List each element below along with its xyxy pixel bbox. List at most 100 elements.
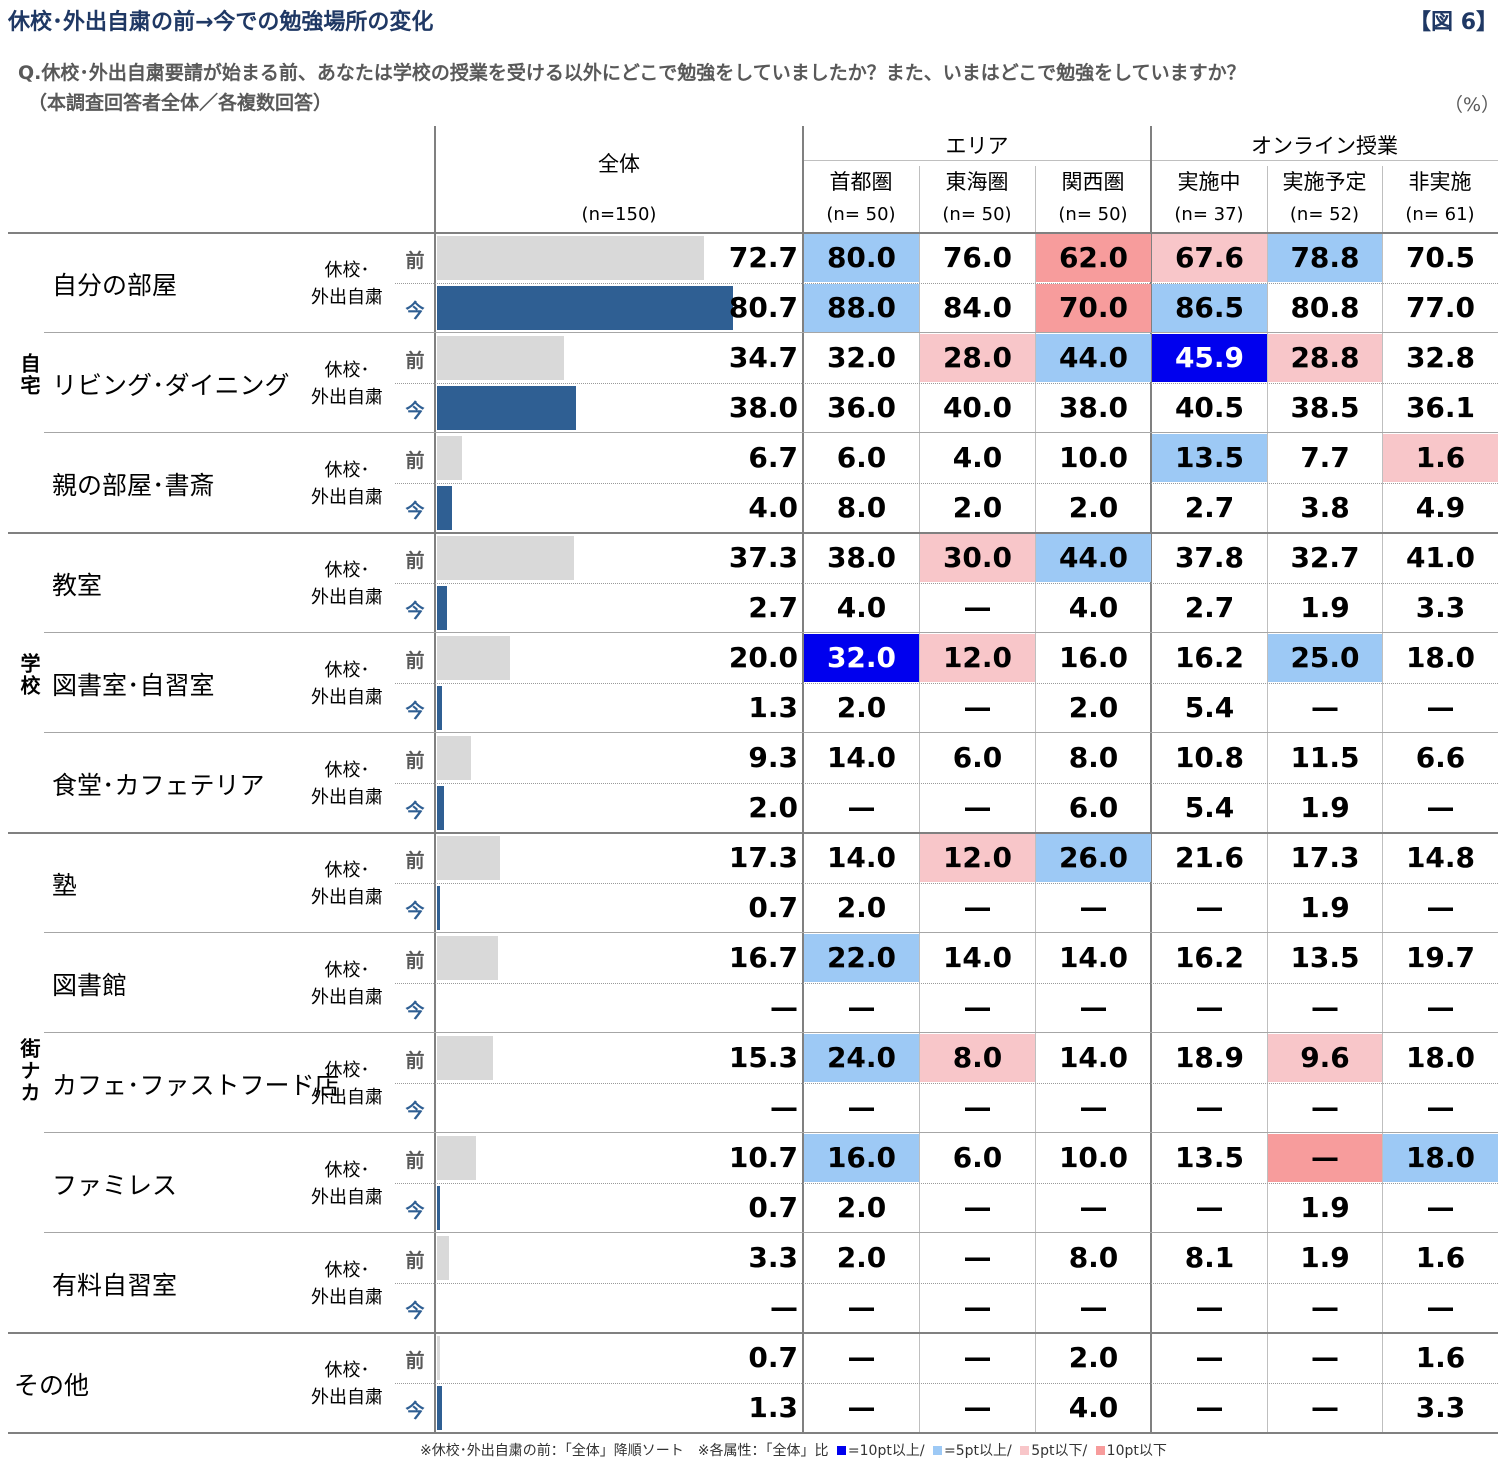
cell-value: 14.0	[826, 741, 897, 774]
bar-before	[437, 1236, 450, 1280]
before-mark: 前	[405, 1250, 425, 1272]
legend-plus5: =5pt以上/	[944, 1443, 1012, 1459]
total-value: 9.3	[748, 741, 798, 774]
cell-value: 11.5	[1290, 741, 1360, 774]
bar-before	[437, 836, 501, 880]
cell-value: 32.7	[1290, 541, 1360, 574]
group-label: 街ナカ	[17, 1038, 41, 1104]
chart-title: 休校･外出自粛の前→今での勉強場所の変化	[8, 10, 434, 35]
item-label: 図書館	[52, 971, 128, 1000]
cell-value: —	[1195, 1191, 1224, 1224]
figure-label: 【図 6】	[1409, 10, 1498, 35]
cell-value: 16.0	[804, 1134, 919, 1182]
bar-now	[437, 686, 442, 730]
now-mark: 今	[405, 1000, 425, 1022]
total-value: 1.3	[748, 1391, 798, 1424]
total-value: 38.0	[728, 391, 798, 424]
total-value: 0.7	[748, 1341, 798, 1374]
cell-value: —	[963, 891, 992, 924]
header-total-n: (n=150)	[581, 204, 657, 225]
cell-value: —	[847, 1391, 876, 1424]
row-rule	[44, 632, 1498, 633]
legend-plus10-swatch	[836, 1446, 846, 1455]
row-label: 休校･ 外出自粛	[311, 360, 383, 408]
item-label: 有料自習室	[52, 1271, 178, 1300]
cell-value: 5.4	[1184, 691, 1235, 724]
cell-value: 77.0	[1405, 291, 1476, 324]
row-label: 休校･ 外出自粛	[311, 660, 383, 708]
now-mark: 今	[405, 1100, 425, 1122]
cell-value: 1.9	[1300, 791, 1350, 824]
cell-value: 21.6	[1174, 841, 1245, 874]
cell-value: 1.6	[1415, 1341, 1466, 1374]
cell-value: —	[1426, 1091, 1455, 1124]
cell-value: —	[1311, 1091, 1339, 1124]
cell-value: —	[1079, 891, 1108, 924]
row-label: 休校･ 外出自粛	[311, 460, 383, 508]
cell-value: 14.8	[1405, 841, 1476, 874]
cell-value: 32.0	[826, 341, 897, 374]
cell-value: 1.9	[1300, 1241, 1350, 1274]
before-mark: 前	[405, 1350, 425, 1372]
total-value: 37.3	[728, 541, 798, 574]
now-mark: 今	[405, 300, 425, 322]
cell-value: 16.0	[1058, 641, 1129, 674]
cell-value: 26.0	[1036, 834, 1151, 882]
divider-column	[1382, 166, 1383, 1433]
cell-value: 70.5	[1405, 241, 1476, 274]
row-rule	[44, 932, 1498, 933]
header-total: 全体	[598, 152, 640, 176]
cell-value: —	[1079, 1191, 1108, 1224]
row-rule	[44, 1232, 1498, 1233]
cell-value: —	[1426, 891, 1455, 924]
cell-value: 6.0	[952, 1141, 1003, 1174]
cell-value: 16.2	[1174, 641, 1245, 674]
cell-value: 2.7	[1184, 491, 1235, 524]
now-mark: 今	[405, 700, 425, 722]
group-rule	[8, 532, 1498, 534]
cell-value: 13.5	[1290, 941, 1360, 974]
divider-online	[1150, 126, 1152, 1433]
cell-value: 4.9	[1415, 491, 1466, 524]
row-rule	[44, 1032, 1498, 1033]
footnote: ※休校･外出自粛の前：「全体」降順ソート ※各属性：「全体」比 =10pt以上/…	[420, 1440, 1167, 1460]
divider-total	[434, 126, 436, 1433]
legend-minus10: 10pt以下	[1106, 1443, 1167, 1459]
cell-value: 32.8	[1405, 341, 1476, 374]
cell-value: 13.5	[1152, 434, 1267, 482]
before-mark: 前	[405, 1050, 425, 1072]
column-header-n: (n= 52)	[1289, 204, 1360, 225]
cell-value: 4.0	[952, 441, 1003, 474]
column-header-label: 非実施	[1408, 170, 1472, 194]
cell-value: —	[847, 1091, 876, 1124]
bar-now	[437, 486, 452, 530]
cell-value: 8.0	[836, 491, 887, 524]
row-label: 休校･ 外出自粛	[311, 260, 383, 308]
column-header-n: (n= 50)	[942, 204, 1012, 225]
column-header-label: 関西圏	[1061, 170, 1125, 194]
cell-value: —	[1079, 1291, 1108, 1324]
row-label: 休校･ 外出自粛	[311, 1160, 383, 1208]
cell-value: 80.0	[804, 234, 919, 282]
before-mark: 前	[405, 450, 425, 472]
cell-value: 70.0	[1036, 284, 1151, 332]
group-rule	[8, 832, 1498, 834]
cell-value: 18.0	[1383, 1134, 1498, 1182]
row-label: 休校･ 外出自粛	[311, 760, 383, 808]
cell-value: —	[847, 791, 876, 824]
cell-value: 3.8	[1300, 491, 1350, 524]
column-header-n: (n= 37)	[1174, 204, 1244, 225]
total-value: 20.0	[728, 641, 798, 674]
cell-value: —	[1195, 891, 1224, 924]
cell-value: 38.5	[1290, 391, 1360, 424]
cell-value: 2.0	[836, 891, 887, 924]
before-mark: 前	[405, 1150, 425, 1172]
row-label: 休校･ 外出自粛	[311, 860, 383, 908]
row-label: 休校･ 外出自粛	[311, 960, 383, 1008]
row-split	[395, 683, 1498, 684]
total-value: 0.7	[748, 1191, 798, 1224]
cell-value: 8.0	[1068, 1241, 1119, 1274]
total-value: 34.7	[728, 341, 798, 374]
bar-now	[437, 586, 447, 630]
now-mark: 今	[405, 400, 425, 422]
